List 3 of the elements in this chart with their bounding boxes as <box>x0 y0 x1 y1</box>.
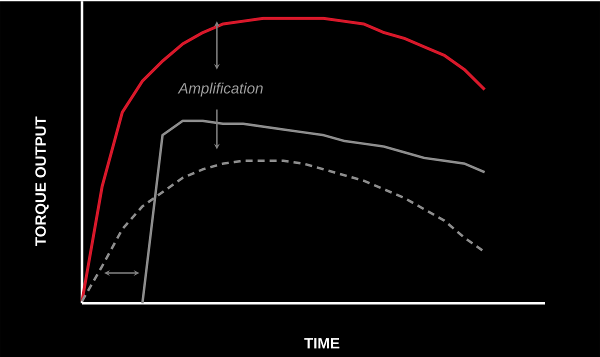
annotation: Amplification <box>178 82 263 96</box>
y-axis-title: TORQUE OUTPUT <box>35 116 49 246</box>
x-axis-title: TIME <box>304 338 340 348</box>
